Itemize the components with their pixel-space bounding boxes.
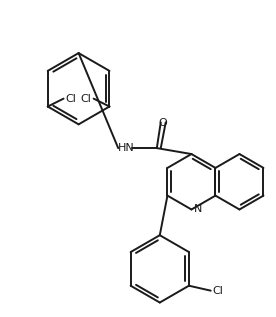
Text: Cl: Cl <box>213 286 224 296</box>
Text: HN: HN <box>118 143 135 153</box>
Text: N: N <box>193 204 202 215</box>
Text: Cl: Cl <box>81 94 92 104</box>
Text: O: O <box>158 118 167 128</box>
Text: Cl: Cl <box>66 94 76 104</box>
